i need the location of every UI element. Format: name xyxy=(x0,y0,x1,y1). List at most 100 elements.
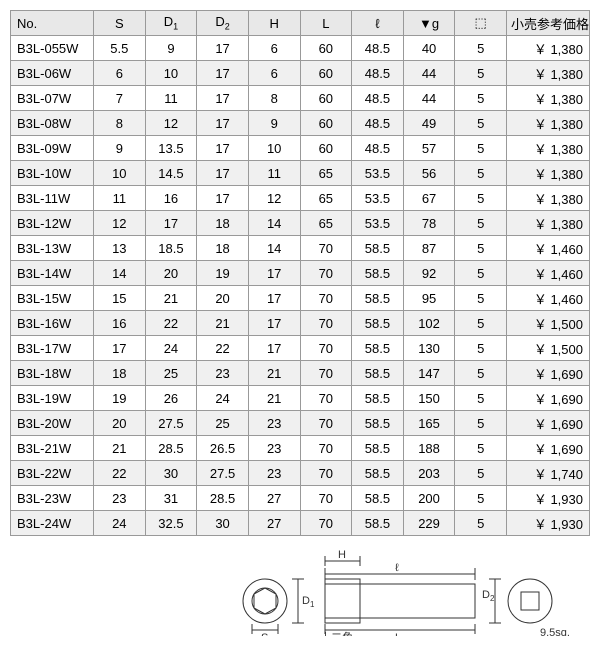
cell: 19 xyxy=(94,386,146,411)
cell: 10 xyxy=(94,161,146,186)
cell: 58.5 xyxy=(352,336,404,361)
cell: 56 xyxy=(403,161,455,186)
cell: 65 xyxy=(300,186,352,211)
cell: ￥ 1,380 xyxy=(507,161,590,186)
col-header: 小売参考価格 xyxy=(507,11,590,36)
cell: 17 xyxy=(197,86,249,111)
cell: 48.5 xyxy=(352,36,404,61)
cell: B3L-20W xyxy=(11,411,94,436)
cell: 23 xyxy=(248,411,300,436)
table-row: B3L-13W1318.518147058.5875￥ 1,460 xyxy=(11,236,590,261)
cell: 17 xyxy=(197,111,249,136)
cell: 60 xyxy=(300,86,352,111)
col-header: No. xyxy=(11,11,94,36)
cell: 165 xyxy=(403,411,455,436)
cell: 5 xyxy=(455,161,507,186)
cell: ￥ 1,930 xyxy=(507,511,590,536)
cell: 5 xyxy=(455,136,507,161)
cell: 5 xyxy=(455,311,507,336)
cell: 23 xyxy=(248,436,300,461)
cell: 229 xyxy=(403,511,455,536)
cell: 5 xyxy=(455,261,507,286)
cell: 12 xyxy=(248,186,300,211)
cell: 70 xyxy=(300,286,352,311)
table-row: B3L-18W182523217058.51475￥ 1,690 xyxy=(11,361,590,386)
cell: 48.5 xyxy=(352,86,404,111)
cell: 58.5 xyxy=(352,411,404,436)
col-header: ▼g xyxy=(403,11,455,36)
cell: 17 xyxy=(197,36,249,61)
cell: 27.5 xyxy=(197,461,249,486)
cell: 24 xyxy=(94,511,146,536)
cell: 58.5 xyxy=(352,311,404,336)
cell: 95 xyxy=(403,286,455,311)
table-row: B3L-19W192624217058.51505￥ 1,690 xyxy=(11,386,590,411)
cell: 147 xyxy=(403,361,455,386)
svg-text:L: L xyxy=(395,632,401,636)
svg-text:9.5sq.: 9.5sq. xyxy=(540,627,570,636)
cell: ￥ 1,690 xyxy=(507,386,590,411)
cell: 203 xyxy=(403,461,455,486)
label-s: S xyxy=(261,632,268,636)
cell: 70 xyxy=(300,511,352,536)
cell: 15 xyxy=(94,286,146,311)
cell: 48.5 xyxy=(352,136,404,161)
cell: 87 xyxy=(403,236,455,261)
table-row: B3L-22W223027.5237058.52035￥ 1,740 xyxy=(11,461,590,486)
cell: B3L-07W xyxy=(11,86,94,111)
cell: 12 xyxy=(94,211,146,236)
table-row: B3L-11W111617126553.5675￥ 1,380 xyxy=(11,186,590,211)
cell: ￥ 1,460 xyxy=(507,261,590,286)
table-row: B3L-07W7111786048.5445￥ 1,380 xyxy=(11,86,590,111)
cell: 21 xyxy=(197,311,249,336)
cell: 67 xyxy=(403,186,455,211)
cell: 5 xyxy=(455,86,507,111)
svg-text:H: H xyxy=(338,549,346,561)
cell: 17 xyxy=(248,286,300,311)
cell: 70 xyxy=(300,261,352,286)
cell: 58.5 xyxy=(352,461,404,486)
cell: B3L-11W xyxy=(11,186,94,211)
cell: 5 xyxy=(455,186,507,211)
cell: 11 xyxy=(94,186,146,211)
cell: 17 xyxy=(197,186,249,211)
cell: 53.5 xyxy=(352,161,404,186)
cell: 18.5 xyxy=(145,236,197,261)
cell: 78 xyxy=(403,211,455,236)
col-header: H xyxy=(248,11,300,36)
cell: 49 xyxy=(403,111,455,136)
table-row: B3L-055W5.591766048.5405￥ 1,380 xyxy=(11,36,590,61)
col-header: D1 xyxy=(145,11,197,36)
cell: 48.5 xyxy=(352,111,404,136)
cell: 23 xyxy=(248,461,300,486)
cell: 9 xyxy=(145,36,197,61)
cell: 5 xyxy=(455,236,507,261)
cell: ￥ 1,380 xyxy=(507,61,590,86)
cell: B3L-23W xyxy=(11,486,94,511)
cell: 6 xyxy=(248,61,300,86)
cell: 30 xyxy=(197,511,249,536)
cell: 5 xyxy=(455,386,507,411)
cell: 20 xyxy=(145,261,197,286)
cell: 23 xyxy=(94,486,146,511)
cell: 53.5 xyxy=(352,186,404,211)
cell: 44 xyxy=(403,61,455,86)
svg-text:ℓ: ℓ xyxy=(395,562,399,574)
table-row: B3L-14W142019177058.5925￥ 1,460 xyxy=(11,261,590,286)
cell: 22 xyxy=(94,461,146,486)
cell: 27.5 xyxy=(145,411,197,436)
cell: ￥ 1,690 xyxy=(507,436,590,461)
cell: ￥ 1,690 xyxy=(507,361,590,386)
cell: 17 xyxy=(248,336,300,361)
cell: 5.5 xyxy=(94,36,146,61)
cell: 26 xyxy=(145,386,197,411)
cell: ￥ 1,380 xyxy=(507,111,590,136)
cell: 10 xyxy=(145,61,197,86)
cell: 24 xyxy=(145,336,197,361)
cell: B3L-14W xyxy=(11,261,94,286)
cell: ￥ 1,380 xyxy=(507,186,590,211)
cell: 5 xyxy=(455,436,507,461)
cell: 16 xyxy=(94,311,146,336)
cell: 60 xyxy=(300,36,352,61)
cell: B3L-16W xyxy=(11,311,94,336)
